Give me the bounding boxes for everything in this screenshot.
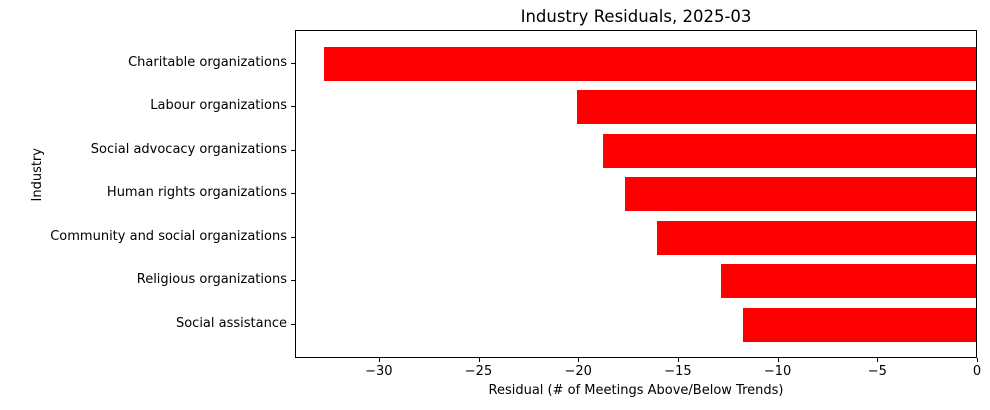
bar-3: [625, 177, 976, 212]
y-tick-mark-1: [291, 106, 295, 108]
x-tick-mark-0: [378, 358, 380, 362]
y-tick-label-4: Community and social organizations: [50, 228, 287, 244]
x-tick-mark-1: [478, 358, 480, 362]
x-axis-label: Residual (# of Meetings Above/Below Tren…: [488, 383, 784, 398]
x-tick-label-0: −30: [365, 364, 393, 379]
x-tick-mark-6: [977, 358, 978, 362]
plot-area: [295, 30, 977, 358]
chart-title: Industry Residuals, 2025-03: [520, 7, 752, 26]
x-tick-label-1: −25: [464, 364, 493, 379]
y-tick-mark-6: [291, 323, 295, 325]
x-tick-label-6: 0: [972, 364, 982, 379]
bar-2: [603, 133, 976, 168]
y-tick-mark-5: [291, 280, 295, 282]
y-tick-label-6: Social assistance: [175, 315, 287, 331]
bar-4: [656, 220, 976, 255]
y-axis-label: Industry: [30, 148, 46, 202]
bar-6: [742, 307, 976, 342]
x-tick-label-3: −15: [664, 364, 692, 379]
bar-0: [323, 46, 976, 81]
x-tick-mark-2: [578, 358, 580, 362]
y-tick-mark-4: [291, 236, 295, 238]
y-tick-mark-3: [291, 193, 295, 195]
y-tick-label-5: Religious organizations: [136, 272, 287, 288]
x-tick-label-5: −5: [867, 364, 887, 379]
x-tick-mark-5: [877, 358, 879, 362]
bar-1: [577, 90, 976, 125]
y-tick-label-3: Human rights organizations: [106, 185, 287, 201]
y-tick-label-0: Charitable organizations: [128, 54, 287, 70]
y-tick-mark-0: [291, 62, 295, 64]
y-tick-label-2: Social advocacy organizations: [90, 141, 287, 157]
y-tick-label-1: Labour organizations: [150, 98, 287, 114]
x-tick-label-4: −10: [763, 364, 792, 379]
bar-5: [720, 264, 976, 299]
y-tick-mark-2: [291, 149, 295, 151]
x-tick-label-2: −20: [564, 364, 592, 379]
x-tick-mark-3: [677, 358, 679, 362]
x-tick-mark-4: [777, 358, 779, 362]
